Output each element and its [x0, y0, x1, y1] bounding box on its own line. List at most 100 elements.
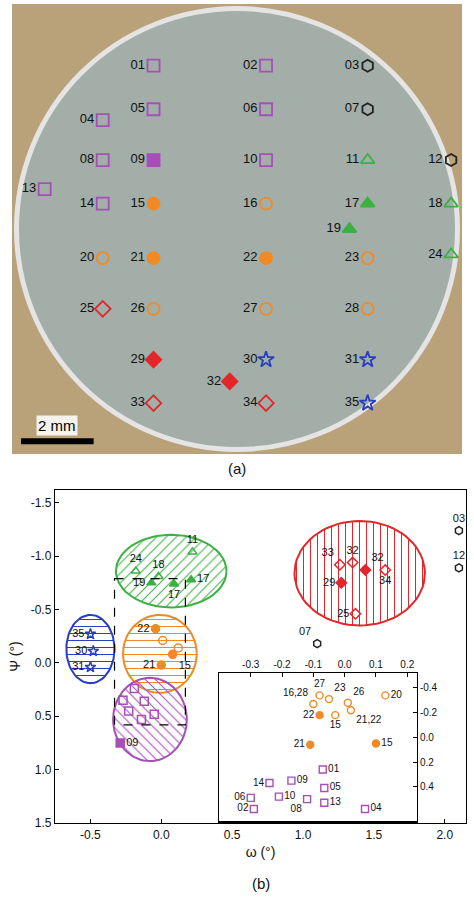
svg-text:34: 34	[243, 394, 257, 409]
svg-text:1.5: 1.5	[366, 828, 383, 842]
svg-text:21: 21	[131, 249, 145, 264]
svg-text:14: 14	[80, 195, 94, 210]
svg-text:04: 04	[370, 802, 382, 813]
svg-text:28: 28	[345, 300, 359, 315]
svg-text:06: 06	[234, 791, 246, 802]
svg-text:0.1: 0.1	[369, 659, 383, 670]
svg-text:32: 32	[371, 551, 383, 563]
svg-text:17: 17	[345, 195, 359, 210]
svg-text:05: 05	[131, 100, 145, 115]
svg-text:09: 09	[131, 151, 145, 166]
svg-text:21,22: 21,22	[356, 714, 381, 725]
svg-text:29: 29	[323, 576, 335, 588]
svg-text:18: 18	[428, 195, 442, 210]
svg-text:-0.3: -0.3	[242, 659, 260, 670]
svg-text:0.0: 0.0	[420, 732, 434, 743]
svg-text:-0.1: -0.1	[305, 659, 323, 670]
svg-text:10: 10	[243, 151, 257, 166]
svg-text:1.0: 1.0	[295, 828, 312, 842]
svg-text:32: 32	[207, 373, 221, 388]
svg-text:20: 20	[391, 689, 403, 700]
svg-text:21: 21	[143, 658, 155, 670]
svg-text:ω (°): ω (°)	[246, 844, 276, 860]
svg-text:13: 13	[22, 180, 36, 195]
svg-text:17: 17	[168, 588, 180, 600]
svg-text:11: 11	[187, 533, 198, 545]
svg-text:06: 06	[243, 100, 257, 115]
svg-text:30: 30	[243, 351, 257, 366]
svg-text:31: 31	[72, 660, 84, 672]
svg-text:19: 19	[327, 220, 341, 235]
svg-text:12: 12	[428, 151, 442, 166]
svg-text:(b): (b)	[252, 875, 270, 892]
svg-text:23: 23	[334, 682, 346, 693]
svg-text:31: 31	[345, 351, 359, 366]
svg-text:29: 29	[131, 351, 145, 366]
svg-text:-0.4: -0.4	[420, 682, 438, 693]
svg-text:03: 03	[453, 512, 465, 524]
svg-text:30: 30	[75, 644, 87, 656]
svg-text:16: 16	[243, 195, 257, 210]
svg-text:15: 15	[179, 659, 191, 671]
svg-text:17: 17	[197, 572, 209, 584]
svg-text:04: 04	[80, 111, 94, 126]
svg-text:1.0: 1.0	[35, 763, 52, 777]
svg-text:07: 07	[299, 625, 311, 637]
svg-text:25: 25	[80, 300, 94, 315]
svg-text:13: 13	[330, 796, 342, 807]
svg-text:09: 09	[126, 736, 138, 748]
svg-text:35: 35	[345, 394, 359, 409]
svg-text:15: 15	[381, 737, 393, 748]
svg-text:-1.0: -1.0	[31, 549, 52, 563]
svg-text:-1.5: -1.5	[31, 496, 52, 510]
svg-text:09: 09	[297, 774, 309, 785]
svg-text:0.2: 0.2	[420, 757, 434, 768]
svg-text:35: 35	[72, 627, 84, 639]
svg-text:34: 34	[379, 574, 391, 586]
svg-text:32: 32	[346, 544, 358, 556]
svg-text:02: 02	[243, 57, 257, 72]
svg-text:-0.5: -0.5	[31, 603, 52, 617]
svg-text:-0.2: -0.2	[273, 659, 291, 670]
svg-text:01: 01	[328, 763, 340, 774]
svg-text:26: 26	[353, 686, 365, 697]
svg-text:0.4: 0.4	[420, 781, 434, 792]
svg-text:24: 24	[428, 246, 442, 261]
svg-text:14: 14	[253, 777, 265, 788]
svg-text:19: 19	[133, 576, 145, 588]
svg-text:23: 23	[345, 249, 359, 264]
svg-text:11: 11	[346, 151, 360, 166]
svg-text:22: 22	[303, 709, 315, 720]
svg-text:33: 33	[322, 546, 334, 558]
svg-text:0.0: 0.0	[153, 828, 170, 842]
svg-text:10: 10	[284, 790, 296, 801]
svg-text:24: 24	[130, 552, 142, 564]
svg-text:07: 07	[345, 100, 359, 115]
svg-text:22: 22	[243, 249, 257, 264]
svg-text:0.0: 0.0	[338, 659, 352, 670]
svg-text:-0.2: -0.2	[420, 707, 438, 718]
svg-text:0.0: 0.0	[35, 656, 52, 670]
svg-text:22: 22	[137, 622, 149, 634]
svg-text:0.5: 0.5	[35, 709, 52, 723]
svg-text:0.5: 0.5	[224, 828, 241, 842]
svg-text:-0.5: -0.5	[80, 828, 101, 842]
svg-text:12: 12	[453, 549, 465, 561]
svg-text:15: 15	[131, 195, 145, 210]
svg-text:26: 26	[131, 300, 145, 315]
svg-text:08: 08	[291, 803, 303, 814]
svg-text:16,28: 16,28	[283, 687, 308, 698]
svg-text:05: 05	[330, 781, 342, 792]
svg-text:02: 02	[237, 802, 249, 813]
svg-text:21: 21	[294, 738, 306, 749]
svg-text:2.0: 2.0	[436, 828, 453, 842]
svg-text:33: 33	[131, 394, 145, 409]
svg-text:20: 20	[80, 249, 94, 264]
svg-text:2 mm: 2 mm	[38, 417, 76, 434]
svg-text:01: 01	[131, 57, 145, 72]
svg-text:18: 18	[152, 558, 164, 570]
svg-text:25: 25	[337, 607, 349, 619]
svg-text:08: 08	[80, 151, 94, 166]
svg-text:0.2: 0.2	[400, 659, 414, 670]
svg-text:(a): (a)	[228, 460, 246, 477]
